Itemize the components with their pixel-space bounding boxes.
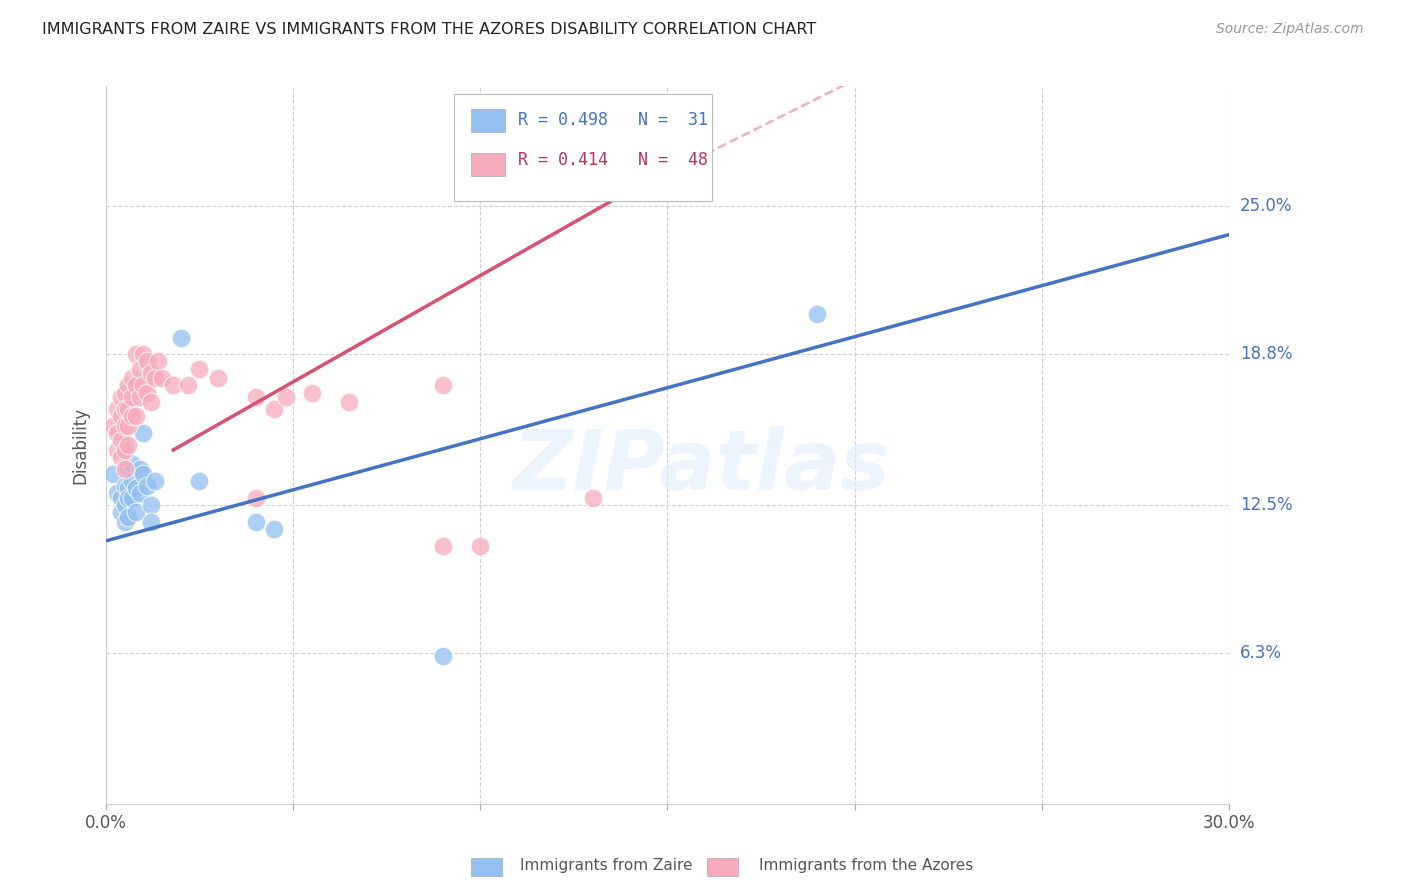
Point xyxy=(188,361,211,376)
Point xyxy=(188,474,211,488)
Point xyxy=(114,385,136,400)
Point xyxy=(125,347,148,361)
Y-axis label: Disability: Disability xyxy=(72,407,89,483)
Point xyxy=(125,378,148,392)
Point xyxy=(177,378,200,392)
Text: 25.0%: 25.0% xyxy=(1240,197,1292,215)
Text: ZIPatlas: ZIPatlas xyxy=(512,426,890,508)
Point xyxy=(114,479,136,493)
Point xyxy=(128,486,150,500)
Text: Immigrants from Zaire: Immigrants from Zaire xyxy=(520,858,693,872)
Point xyxy=(117,491,139,505)
Point xyxy=(121,474,143,488)
Point xyxy=(114,462,136,476)
Text: Source: ZipAtlas.com: Source: ZipAtlas.com xyxy=(1216,22,1364,37)
Point xyxy=(114,515,136,529)
Point xyxy=(105,486,128,500)
Point xyxy=(114,402,136,417)
Point xyxy=(121,409,143,424)
Point xyxy=(117,438,139,452)
Text: IMMIGRANTS FROM ZAIRE VS IMMIGRANTS FROM THE AZORES DISABILITY CORRELATION CHART: IMMIGRANTS FROM ZAIRE VS IMMIGRANTS FROM… xyxy=(42,22,817,37)
Point xyxy=(432,648,454,663)
Point xyxy=(143,371,166,385)
Point xyxy=(139,498,162,512)
Point xyxy=(117,510,139,524)
Point xyxy=(117,481,139,495)
Point xyxy=(125,409,148,424)
Text: R = 0.414   N =  48: R = 0.414 N = 48 xyxy=(517,152,709,169)
Point xyxy=(105,426,128,441)
Point xyxy=(114,438,136,452)
Point xyxy=(162,378,184,392)
Point xyxy=(136,479,159,493)
Text: 6.3%: 6.3% xyxy=(1240,644,1282,662)
Point xyxy=(114,442,136,457)
Text: 12.5%: 12.5% xyxy=(1240,496,1292,514)
Point xyxy=(105,442,128,457)
Point xyxy=(121,458,143,472)
Point xyxy=(581,491,603,505)
Point xyxy=(148,354,170,368)
Point xyxy=(128,361,150,376)
Point xyxy=(207,371,229,385)
Text: 18.8%: 18.8% xyxy=(1240,345,1292,363)
Point xyxy=(132,467,155,481)
Point xyxy=(139,515,162,529)
Point xyxy=(301,385,323,400)
Point xyxy=(245,515,267,529)
Point xyxy=(110,505,132,519)
FancyBboxPatch shape xyxy=(471,109,505,132)
Point xyxy=(125,481,148,495)
Text: R = 0.498   N =  31: R = 0.498 N = 31 xyxy=(517,112,709,129)
Point xyxy=(125,505,148,519)
Point xyxy=(139,367,162,381)
Point xyxy=(110,434,132,448)
Point xyxy=(117,419,139,434)
Point xyxy=(274,390,297,404)
Point xyxy=(103,467,125,481)
Point xyxy=(132,378,155,392)
Point xyxy=(117,378,139,392)
Point xyxy=(110,491,132,505)
Point xyxy=(114,419,136,434)
Point xyxy=(143,474,166,488)
Point xyxy=(432,378,454,392)
Point xyxy=(110,409,132,424)
Point xyxy=(263,522,285,536)
Point xyxy=(132,347,155,361)
Point xyxy=(121,371,143,385)
Point xyxy=(105,402,128,417)
Point xyxy=(110,450,132,464)
Point xyxy=(170,330,193,344)
FancyBboxPatch shape xyxy=(454,94,713,202)
Point xyxy=(263,402,285,417)
Text: Immigrants from the Azores: Immigrants from the Azores xyxy=(759,858,973,872)
Point xyxy=(432,539,454,553)
Point xyxy=(117,462,139,476)
Point xyxy=(806,307,828,321)
Point xyxy=(136,385,159,400)
Point xyxy=(245,491,267,505)
Point xyxy=(150,371,173,385)
Point xyxy=(245,390,267,404)
Point xyxy=(117,402,139,417)
Point xyxy=(337,395,360,409)
Point xyxy=(128,390,150,404)
Point xyxy=(103,419,125,434)
Point xyxy=(470,539,492,553)
Point xyxy=(121,491,143,505)
Point xyxy=(128,462,150,476)
Point xyxy=(110,390,132,404)
Point xyxy=(121,390,143,404)
Point xyxy=(114,498,136,512)
Point xyxy=(139,395,162,409)
FancyBboxPatch shape xyxy=(471,153,505,176)
Point xyxy=(136,354,159,368)
Point xyxy=(132,426,155,441)
